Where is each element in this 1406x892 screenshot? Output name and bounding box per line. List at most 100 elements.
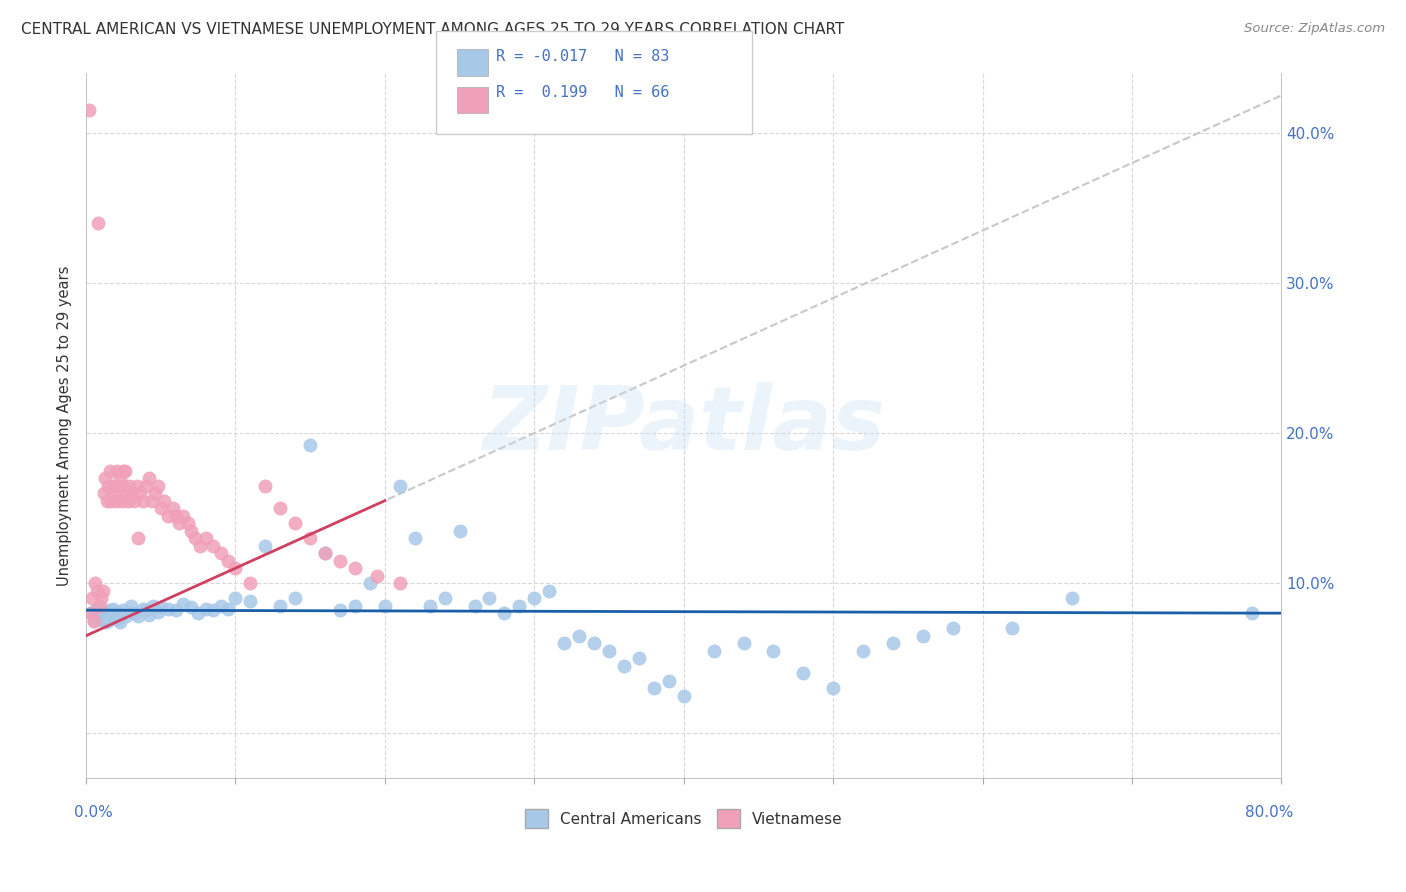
Point bbox=[224, 591, 246, 606]
Point bbox=[93, 486, 115, 500]
Point bbox=[202, 539, 225, 553]
Point bbox=[172, 508, 194, 523]
Point bbox=[112, 478, 135, 492]
Point bbox=[127, 609, 149, 624]
Point bbox=[90, 591, 112, 606]
Point bbox=[162, 501, 184, 516]
Point bbox=[135, 603, 157, 617]
Point bbox=[188, 539, 211, 553]
Point bbox=[98, 603, 121, 617]
Point bbox=[523, 591, 546, 606]
Point bbox=[132, 493, 155, 508]
Point bbox=[91, 605, 114, 619]
Point bbox=[107, 464, 129, 478]
Point bbox=[187, 606, 209, 620]
Point bbox=[83, 614, 105, 628]
Point bbox=[239, 576, 262, 591]
Point bbox=[299, 531, 322, 545]
Point bbox=[128, 486, 150, 500]
Point bbox=[792, 666, 814, 681]
Point bbox=[138, 471, 160, 485]
Point bbox=[202, 603, 225, 617]
Point bbox=[672, 689, 695, 703]
Point bbox=[80, 591, 103, 606]
Point bbox=[911, 629, 934, 643]
Point bbox=[433, 591, 456, 606]
Point bbox=[762, 643, 785, 657]
Point bbox=[100, 493, 122, 508]
Point bbox=[733, 636, 755, 650]
Point bbox=[852, 643, 875, 657]
Point bbox=[180, 600, 202, 615]
Point bbox=[449, 524, 471, 538]
Point bbox=[1062, 591, 1084, 606]
Point bbox=[1240, 606, 1263, 620]
Point bbox=[117, 493, 139, 508]
Point bbox=[344, 599, 367, 613]
Point bbox=[108, 610, 131, 624]
Point bbox=[97, 478, 120, 492]
Text: Source: ZipAtlas.com: Source: ZipAtlas.com bbox=[1244, 22, 1385, 36]
Point bbox=[142, 599, 165, 613]
Point bbox=[103, 486, 125, 500]
Point bbox=[86, 609, 108, 624]
Point bbox=[284, 516, 307, 530]
Point bbox=[110, 615, 132, 629]
Point bbox=[103, 607, 125, 622]
Point bbox=[344, 561, 367, 575]
Point bbox=[107, 605, 129, 619]
Point bbox=[120, 599, 142, 613]
Point bbox=[538, 583, 561, 598]
Point bbox=[122, 606, 145, 620]
Point bbox=[127, 531, 149, 545]
Point bbox=[239, 594, 262, 608]
Point bbox=[184, 531, 207, 545]
Text: 0.0%: 0.0% bbox=[75, 805, 112, 820]
Point bbox=[254, 539, 277, 553]
Point bbox=[120, 486, 142, 500]
Point bbox=[508, 599, 530, 613]
Point bbox=[167, 516, 190, 530]
Point bbox=[299, 438, 322, 452]
Point bbox=[104, 493, 127, 508]
Point bbox=[157, 601, 180, 615]
Point bbox=[101, 478, 124, 492]
Point bbox=[217, 554, 239, 568]
Point bbox=[77, 103, 100, 118]
Point bbox=[89, 599, 111, 613]
Point bbox=[1001, 621, 1024, 635]
Point bbox=[94, 615, 117, 629]
Point bbox=[115, 609, 138, 624]
Point bbox=[87, 601, 110, 615]
Point bbox=[138, 607, 160, 622]
Point bbox=[388, 576, 411, 591]
Point bbox=[404, 531, 426, 545]
Point bbox=[366, 568, 388, 582]
Point bbox=[104, 612, 127, 626]
Point bbox=[86, 583, 108, 598]
Point bbox=[478, 591, 501, 606]
Point bbox=[494, 606, 516, 620]
Point bbox=[627, 651, 650, 665]
Point bbox=[115, 486, 138, 500]
Point bbox=[464, 599, 486, 613]
Point bbox=[122, 493, 145, 508]
Point bbox=[583, 636, 606, 650]
Point bbox=[101, 601, 124, 615]
Point bbox=[96, 606, 118, 620]
Point bbox=[224, 561, 246, 575]
Point bbox=[553, 636, 575, 650]
Point bbox=[83, 614, 105, 628]
Point bbox=[114, 464, 136, 478]
Point bbox=[98, 464, 121, 478]
Point bbox=[703, 643, 725, 657]
Point bbox=[374, 599, 396, 613]
Point bbox=[359, 576, 381, 591]
Point bbox=[180, 524, 202, 538]
Point bbox=[87, 216, 110, 230]
Point bbox=[269, 599, 291, 613]
Point bbox=[84, 603, 107, 617]
Point bbox=[125, 478, 148, 492]
Point bbox=[823, 681, 845, 696]
Text: 80.0%: 80.0% bbox=[1244, 805, 1294, 820]
